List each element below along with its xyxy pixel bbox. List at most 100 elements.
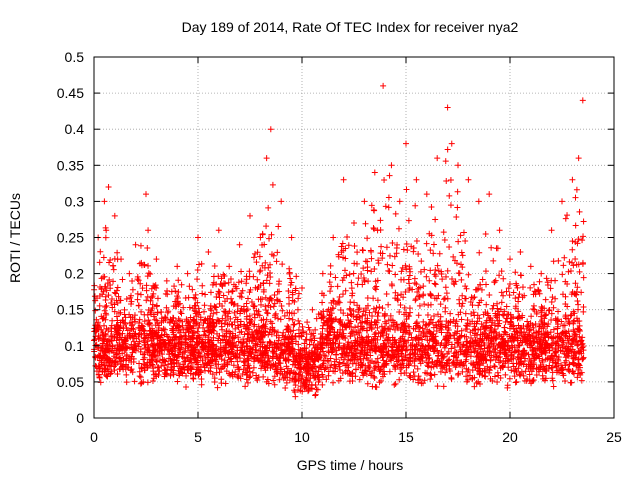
data-point <box>464 326 471 333</box>
data-point <box>487 325 494 332</box>
data-point <box>235 338 242 345</box>
data-point <box>473 320 480 327</box>
data-point <box>482 319 489 326</box>
data-point <box>180 326 187 333</box>
data-point <box>572 194 579 201</box>
data-point <box>222 350 229 357</box>
data-point <box>565 318 572 325</box>
data-point <box>96 374 103 381</box>
data-point <box>91 293 98 300</box>
data-point <box>114 249 121 256</box>
data-point <box>176 317 183 324</box>
data-point <box>286 265 293 272</box>
data-point <box>377 366 384 373</box>
data-point <box>449 276 456 283</box>
data-point <box>182 294 189 301</box>
data-point <box>353 329 360 336</box>
data-point <box>283 347 290 354</box>
data-point <box>543 275 550 282</box>
data-point <box>259 296 266 303</box>
data-point <box>358 271 365 278</box>
data-point <box>455 162 461 169</box>
data-point <box>326 315 333 322</box>
data-point <box>557 347 564 354</box>
data-point <box>167 316 174 323</box>
data-point <box>422 351 429 358</box>
data-point <box>263 349 270 356</box>
data-point <box>130 338 137 345</box>
data-point <box>257 343 264 350</box>
data-point <box>434 347 441 354</box>
data-point <box>459 368 466 375</box>
data-point <box>199 344 206 351</box>
data-point <box>442 334 449 341</box>
data-point <box>486 344 493 351</box>
data-point <box>533 365 540 372</box>
data-point <box>262 303 269 310</box>
data-point <box>406 305 413 312</box>
data-point <box>427 316 434 323</box>
data-point <box>542 342 549 349</box>
data-point <box>143 191 149 198</box>
data-point <box>426 277 433 284</box>
data-point <box>510 289 517 296</box>
data-point <box>346 271 353 278</box>
data-point <box>336 299 343 306</box>
data-point <box>138 379 145 386</box>
data-point <box>580 347 587 354</box>
data-point <box>381 343 388 350</box>
data-point <box>527 263 534 270</box>
data-point <box>163 370 170 377</box>
data-point <box>398 291 405 298</box>
data-point <box>145 344 152 351</box>
data-point <box>249 369 256 376</box>
data-point <box>394 241 401 248</box>
data-point <box>366 324 373 331</box>
data-point <box>499 336 506 343</box>
data-point <box>206 338 213 345</box>
data-point <box>389 343 396 350</box>
data-point <box>486 367 493 374</box>
data-point <box>527 334 534 341</box>
data-point <box>216 289 223 296</box>
data-point <box>364 315 371 322</box>
data-point <box>488 352 495 359</box>
data-point <box>537 341 544 348</box>
data-point <box>401 304 408 311</box>
data-point <box>360 265 367 272</box>
data-point <box>215 227 222 234</box>
data-point <box>252 340 259 347</box>
data-point <box>461 295 468 302</box>
data-point <box>302 376 309 383</box>
data-point <box>178 344 185 351</box>
data-point <box>494 353 501 360</box>
data-point <box>174 378 181 385</box>
data-point <box>218 323 225 330</box>
data-point <box>144 379 151 386</box>
data-point <box>286 315 293 322</box>
data-point <box>472 326 479 333</box>
data-point <box>192 291 199 298</box>
data-point <box>340 344 347 351</box>
data-point <box>104 355 111 362</box>
data-point <box>470 309 477 316</box>
data-point <box>476 315 483 322</box>
data-point <box>542 349 549 356</box>
data-point <box>514 284 521 291</box>
data-point <box>405 331 412 338</box>
data-point <box>351 299 358 306</box>
data-point <box>229 371 236 378</box>
data-point <box>489 319 496 326</box>
data-point <box>149 342 156 349</box>
data-point <box>244 355 251 362</box>
data-point <box>342 287 349 294</box>
data-point <box>169 344 176 351</box>
data-point <box>453 214 460 221</box>
data-point <box>330 316 337 323</box>
y-axis-label: ROTI / TECUs <box>7 193 23 283</box>
data-point <box>554 338 561 345</box>
data-point <box>364 235 371 242</box>
data-point <box>453 260 460 267</box>
data-point <box>218 352 225 359</box>
data-point <box>527 364 534 371</box>
